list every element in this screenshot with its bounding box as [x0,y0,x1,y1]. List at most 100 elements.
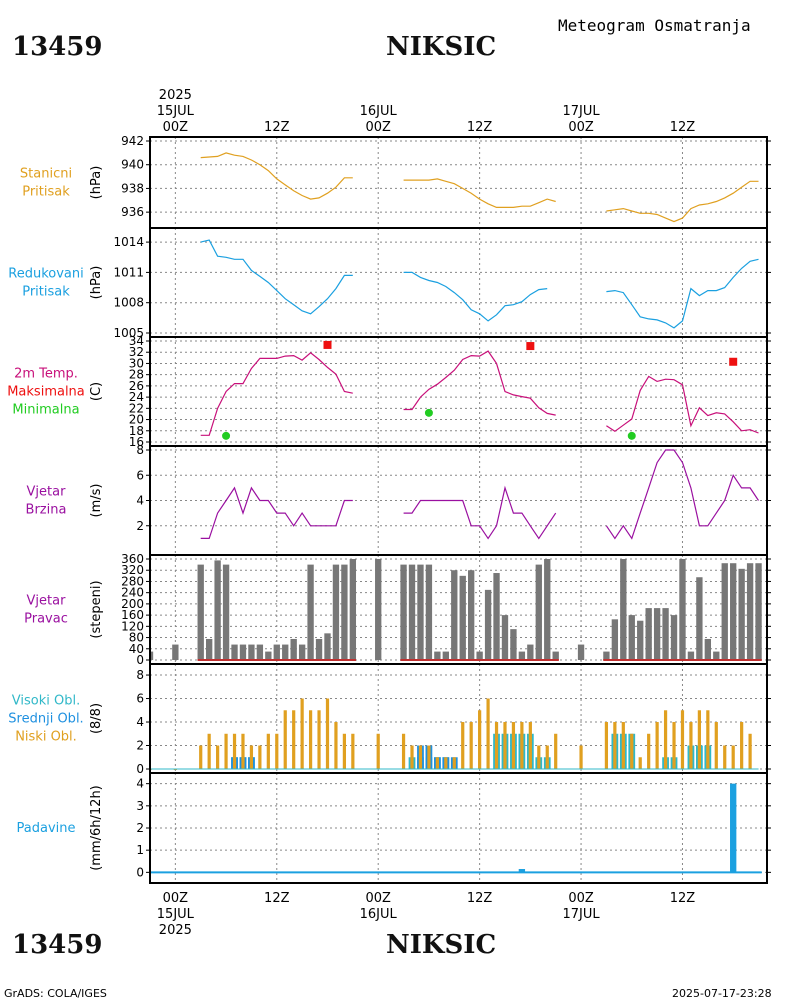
grads-credit: GrADS: COLA/IGES [4,987,107,1000]
time-tick-label: 12Z [670,120,696,135]
low-cloud-bar [697,710,701,769]
low-cloud-bar [647,733,651,769]
low-cloud-bar [663,710,668,769]
low-cloud-bar [275,733,279,769]
panel-content [150,773,767,883]
y-axis-label: 0 [136,653,144,667]
low-cloud-bar [503,722,507,769]
station-pressure-series-line [606,180,759,223]
time-tick-label: 00Z [163,120,189,135]
wind-direction-bar [417,564,424,660]
time-tick-label: 12Z [264,891,290,906]
y-axis-label: 22 [129,401,144,415]
low-cloud-bar [621,722,625,769]
wind-direction-bar [341,564,348,660]
wind-direction-bar [493,573,500,660]
y-axis-label: 0 [136,865,144,879]
panel-title-label: Minimalna [12,403,79,418]
wind-direction-bar [713,651,720,660]
panel-title-label: 2m Temp. [14,367,78,382]
low-cloud-bar [494,722,499,769]
panel-unit-label: (m/s) [89,484,104,518]
time-tick-label: 2025 [159,923,192,938]
low-cloud-bar [748,733,752,769]
wind-direction-bar [577,644,585,660]
wind-direction-bar [222,564,230,660]
panel-title-label: Pravac [24,612,68,627]
y-axis-label: 4 [136,494,144,508]
panels: 936938940942(hPa)StanicniPritisak1005100… [7,134,771,884]
y-axis-label: 1014 [113,235,144,249]
panel-title-label: Vjetar [27,485,67,500]
wind-direction-bar [628,615,635,660]
panel-unit-label: (mm/6h/12h) [89,785,104,871]
y-axis-label: 34 [129,334,144,348]
low-cloud-bar [680,710,685,769]
station-id-top: 13459 [12,32,102,62]
low-cloud-bar [342,733,347,769]
tmin-marker [424,408,433,417]
low-cloud-bar [604,722,609,769]
wind-direction-bar [679,559,686,660]
y-axis-label: 40 [129,642,144,656]
panel-frame [149,336,768,447]
low-cloud-bar [249,745,254,769]
wind-direction-bar [670,615,678,660]
low-cloud-bar [224,733,228,769]
y-axis-label: 30 [129,356,144,370]
y-axis-label: 2 [136,739,144,753]
low-cloud-bar [740,722,744,769]
wind-direction-bar [400,564,407,660]
time-tick-label: 16JUL [360,907,398,922]
low-cloud-bar [410,745,414,769]
reduced-pressure-series-line [606,258,759,329]
wind-direction-bar [214,560,221,660]
time-tick-label: 12Z [264,120,290,135]
low-cloud-bar [579,745,583,769]
panel-content [150,228,767,337]
y-axis-label: 240 [121,586,144,600]
y-axis-label: 20 [129,413,144,427]
time-tick-label: 12Z [467,120,493,135]
low-cloud-bar [731,745,735,769]
low-cloud-bar [545,745,549,769]
low-cloud-bar [232,733,237,769]
panel-unit-label: (C) [89,382,104,401]
low-cloud-bar [461,722,465,769]
low-cloud-bar [554,733,558,769]
wind-direction-bar [620,559,627,660]
panel-title-label: Stanicni [20,167,72,182]
y-axis-label: 4 [136,715,144,729]
wind-speed-series-line [605,449,759,540]
low-cloud-bar [308,710,313,769]
wind-direction-bar [248,644,255,660]
low-cloud-bar [486,698,490,769]
wind-direction-bar [501,615,509,660]
panel-content [150,555,767,664]
wind-direction-bar [375,559,382,660]
low-cloud-bar [723,745,727,769]
low-cloud-bar [258,745,262,769]
station-pressure-series-line [403,178,556,208]
wind-direction-bar [265,651,272,660]
wind-direction-bar [197,564,204,660]
time-tick-label: 00Z [163,891,189,906]
low-cloud-bar [216,745,220,769]
reduced-pressure-series-line [200,239,353,315]
wind-direction-bar [349,559,357,660]
low-cloud-bar [292,710,296,769]
y-axis-label: 1005 [113,326,144,340]
time-tick-label: 00Z [365,120,391,135]
wind-direction-bar [408,564,416,660]
wind-direction-bar [256,644,264,660]
station-id-bottom: 13459 [12,930,102,960]
panel-unit-label: (hPa) [89,166,104,200]
wind-direction-bar [527,644,534,660]
precipitation-bar [730,783,737,873]
wind-direction-bar [434,651,441,660]
low-cloud-bar [207,733,211,769]
low-cloud-bar [241,733,245,769]
low-cloud-bar [520,722,524,769]
panel-title-label: Padavine [17,821,76,836]
wind-speed-series-line [200,486,353,540]
